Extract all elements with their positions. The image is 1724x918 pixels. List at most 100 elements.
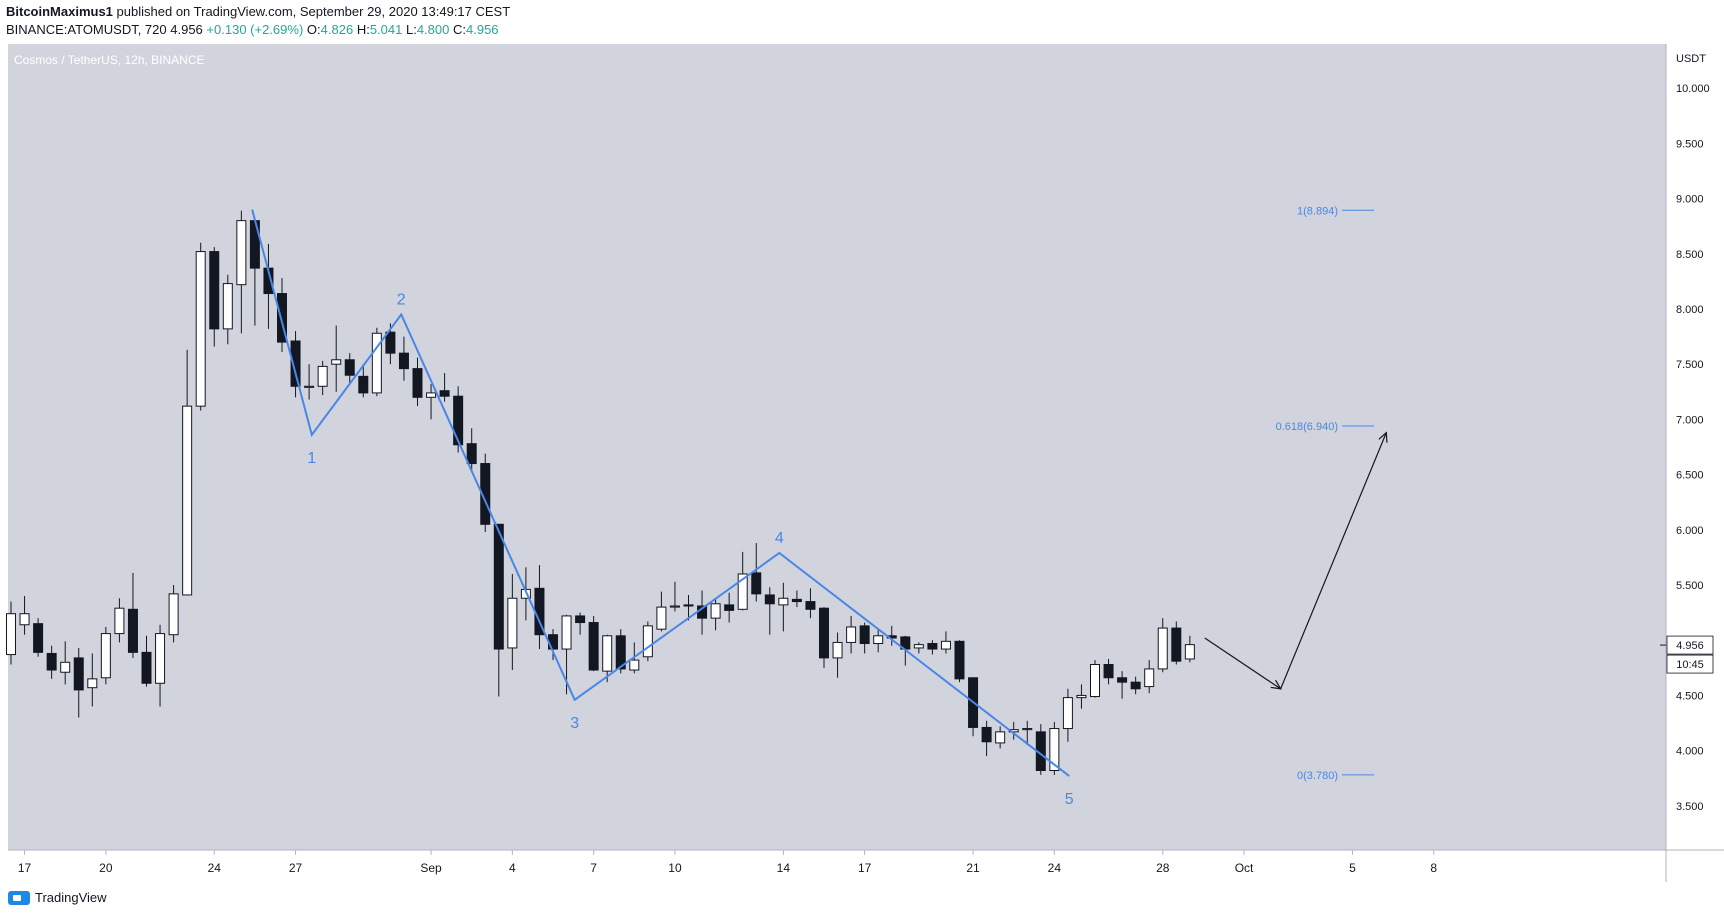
candle (1130, 676, 1141, 695)
candle (6, 601, 16, 665)
candle (859, 622, 870, 654)
price-axis[interactable]: 10.000 9.500 9.000 8.500 8.000 7.500 7.000 6.50… (1676, 83, 1710, 813)
candle-body (493, 523, 504, 650)
candle (1076, 684, 1087, 709)
candle-body (954, 640, 965, 680)
candle (913, 642, 924, 654)
price-tick-label: 9.500 (1676, 138, 1704, 150)
candle-body (805, 601, 816, 610)
candle-body (33, 623, 44, 653)
candle (73, 647, 84, 718)
countdown-box (1666, 654, 1714, 674)
price-tick-label: 8.000 (1676, 304, 1704, 316)
candle (222, 274, 233, 345)
candle-body (290, 340, 301, 387)
candle (602, 634, 613, 683)
candle (995, 726, 1006, 749)
open-value: 4.826 (320, 22, 354, 37)
candle (683, 594, 694, 621)
author-name[interactable]: BitcoinMaximus1 (6, 4, 113, 19)
fib-level-label: 1(8.894) (1297, 205, 1338, 217)
last-price-box (1666, 635, 1714, 655)
plot-area[interactable] (8, 44, 1666, 850)
candle-body (317, 365, 328, 387)
candle-body (615, 635, 626, 670)
candle-body (873, 635, 884, 645)
elliott-wave: 1 2 3 4 5 (251, 209, 1074, 808)
candle (371, 327, 382, 397)
fib-levels: 1(8.894) 0.618(6.940) 0(3.780) (1276, 205, 1374, 782)
candle (1049, 721, 1060, 775)
candle (209, 247, 220, 347)
candle (968, 677, 979, 737)
candle-body (155, 633, 166, 684)
fib-level-label: 0(3.780) (1297, 770, 1338, 782)
candle (737, 551, 748, 611)
time-tick-label: 5 (1349, 861, 1356, 875)
candle (588, 615, 599, 672)
price-change: +0.130 (+2.69%) (206, 22, 304, 37)
candle-body (724, 604, 735, 611)
candle (398, 336, 409, 381)
candle-body (1076, 694, 1087, 699)
candle-body (236, 220, 247, 286)
candle-body (819, 607, 829, 659)
candle-body (182, 405, 193, 596)
candle-body (412, 368, 423, 398)
candle (981, 720, 992, 757)
wave-label: 2 (397, 292, 406, 309)
high-value: 5.041 (369, 22, 403, 37)
candle-body (100, 633, 111, 679)
time-tick-label: 4 (509, 861, 516, 875)
candle-body (304, 385, 315, 388)
candle (927, 640, 938, 655)
candle-body (1171, 627, 1182, 662)
candle (1171, 621, 1182, 665)
price-tick-label: 3.500 (1676, 801, 1704, 813)
candle-body (737, 573, 748, 610)
price-tick-label: 6.500 (1676, 470, 1704, 482)
last-price: 4.956 (170, 22, 203, 37)
footer-brand[interactable]: TradingView (8, 890, 107, 905)
candle-body (669, 605, 680, 608)
wave-label: 5 (1065, 791, 1074, 808)
time-tick-label: 20 (99, 861, 113, 875)
candle-body (168, 593, 179, 636)
candle (940, 631, 951, 654)
countdown-value: 10:45 (1676, 659, 1704, 671)
candle (141, 635, 152, 687)
candle-body (1184, 644, 1195, 660)
last-price-marker: 4.956 10:45 (1660, 635, 1714, 674)
close-label: C: (453, 22, 466, 37)
price-tick-label: 8.500 (1676, 249, 1704, 261)
candle (304, 364, 315, 400)
candle-body (846, 626, 857, 643)
candle-body (1022, 728, 1033, 731)
candle (317, 360, 328, 396)
time-axis[interactable]: 17 20 24 27 Sep 4 7 10 14 17 21 24 28 Oct 5 8 (18, 850, 1438, 875)
candle (819, 607, 829, 668)
candle (805, 588, 816, 619)
candle (1090, 660, 1100, 698)
candle (724, 592, 735, 623)
footer-brand-label: TradingView (35, 890, 107, 905)
ohlc-legend: BINANCE:ATOMUSDT, 720 4.956 +0.130 (+2.6… (6, 22, 499, 37)
candle-body (60, 661, 71, 673)
candle-body (46, 652, 57, 671)
symbol-label: BINANCE:ATOMUSDT, 720 (6, 22, 167, 37)
publish-text: published on TradingView.com, September … (116, 4, 511, 19)
price-tick-label: 7.000 (1676, 414, 1704, 426)
candle-body (859, 625, 870, 645)
time-tick-label: 24 (1048, 861, 1062, 875)
candle (1144, 660, 1155, 694)
candles (6, 210, 1195, 775)
candle (236, 210, 247, 334)
candle-body (575, 615, 586, 624)
candle (507, 573, 518, 671)
candle (764, 587, 775, 635)
tradingview-logo-icon (8, 890, 30, 905)
price-tick-label: 10.000 (1676, 83, 1710, 95)
candle (846, 615, 857, 654)
candle-body (1157, 627, 1168, 670)
